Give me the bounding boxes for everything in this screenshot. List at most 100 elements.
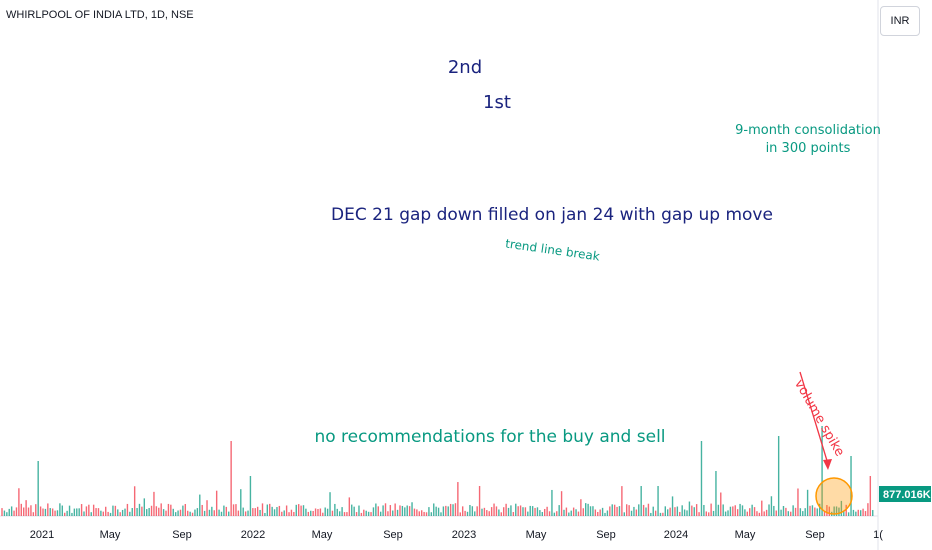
volume-bar [703, 504, 705, 516]
volume-bar [399, 505, 401, 516]
volume-bar [474, 511, 476, 516]
volume-bar [208, 509, 211, 516]
volume-bar [657, 486, 659, 516]
volume-bar [348, 497, 351, 516]
volume-bar [544, 508, 546, 516]
volume-bar [269, 503, 271, 516]
volume-bar [13, 510, 15, 516]
volume-bar [389, 505, 392, 516]
volume-bar [471, 506, 474, 516]
volume-bar [25, 500, 27, 516]
volume-bar [495, 506, 498, 516]
volume-bar [85, 506, 88, 516]
volume-bar [862, 508, 864, 516]
volume-bar [814, 507, 816, 516]
volume-bar [686, 510, 688, 516]
volume-bar [232, 504, 235, 516]
volume-bar [445, 505, 447, 516]
volume-bar [148, 507, 150, 516]
volume-bar [363, 509, 365, 516]
volume-bar [59, 503, 61, 516]
volume-bar [165, 510, 167, 516]
volume-bar [177, 510, 179, 516]
volume-bar [184, 503, 187, 516]
volume-bar [158, 507, 160, 516]
volume-bar [358, 505, 360, 516]
volume-bar [334, 503, 336, 516]
volume-bar [146, 509, 148, 516]
volume-bar [787, 511, 790, 516]
volume-bar [826, 505, 828, 516]
volume-bar [628, 505, 630, 516]
volume-bar [302, 505, 305, 516]
volume-bar [276, 507, 278, 516]
volume-bar [712, 510, 715, 516]
volume-bar [727, 510, 729, 516]
volume-bar [488, 511, 490, 516]
volume-bar [423, 511, 425, 516]
volume-bar [37, 461, 39, 516]
annotation-trend-break: trend line break [504, 236, 600, 263]
volume-bar [285, 505, 288, 516]
volume-bar [271, 506, 273, 516]
volume-bar [247, 510, 249, 516]
volume-bar [437, 507, 440, 516]
annotation-1st: 1st [483, 92, 511, 113]
annotation-consolidation-line1: 9-month consolidation [735, 123, 881, 138]
volume-bar [336, 508, 338, 516]
currency-selector[interactable]: INR [880, 6, 920, 36]
volume-bar [613, 504, 616, 516]
volume-bar [64, 512, 66, 516]
volume-bar [71, 512, 73, 516]
volume-bar [654, 510, 657, 516]
volume-bar [852, 509, 855, 516]
volume-bar [633, 506, 635, 516]
volume-bar [476, 506, 478, 516]
volume-bar [218, 509, 220, 516]
volume-bar [681, 505, 683, 516]
volume-bar [461, 506, 464, 516]
volume-bar [107, 511, 109, 516]
volume-bar [650, 512, 652, 516]
volume-bar [720, 492, 722, 516]
x-tick-label: Sep [383, 529, 403, 541]
volume-bar [811, 505, 814, 516]
volume-bar [729, 506, 732, 516]
volume-bar [790, 511, 792, 516]
volume-bar [585, 503, 587, 516]
volume-bar [83, 511, 85, 516]
volume-bar [524, 507, 527, 516]
volume-bar [20, 503, 22, 516]
volume-bar [187, 510, 189, 516]
volume-bar [756, 511, 758, 516]
symbol-title: WHIRLPOOL OF INDIA LTD, 1D, NSE [6, 9, 194, 21]
volume-bar [428, 507, 430, 516]
volume-bar [416, 509, 418, 516]
volume-bar [519, 505, 522, 516]
volume-bar [102, 511, 105, 516]
volume-bar [92, 504, 95, 516]
volume-bar [667, 509, 669, 516]
volume-bar [722, 504, 724, 516]
x-tick-label: May [312, 529, 333, 541]
volume-bar [44, 508, 47, 516]
volume-bar [254, 508, 256, 516]
volume-bar [49, 508, 51, 516]
volume-bar [10, 506, 13, 516]
volume-tag [879, 486, 931, 502]
volume-bar [536, 507, 539, 516]
volume-bar [288, 512, 290, 516]
volume-bar [220, 511, 223, 516]
volume-bar [609, 506, 611, 516]
volume-bar [498, 509, 500, 516]
volume-bar [143, 498, 146, 516]
x-tick-label: Sep [596, 529, 616, 541]
volume-bar [440, 512, 442, 516]
volume-bar [112, 505, 114, 516]
volume-bar [338, 511, 341, 516]
volume-bar [872, 510, 874, 516]
volume-bar [599, 509, 601, 516]
volume-bar [534, 507, 536, 516]
volume-bar [189, 511, 191, 516]
